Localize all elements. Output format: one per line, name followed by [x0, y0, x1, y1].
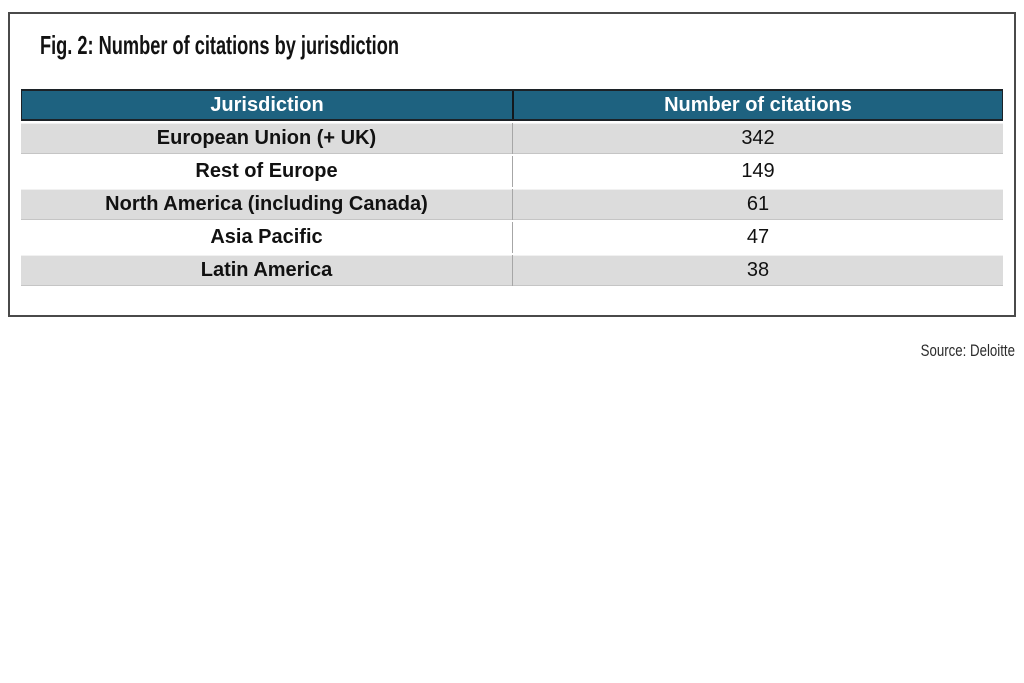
- table-row: Latin America 38: [21, 255, 1003, 286]
- cell-citations: 47: [512, 222, 1003, 253]
- cell-jurisdiction: Rest of Europe: [195, 160, 338, 182]
- header-cell-citations: Number of citations: [512, 91, 1002, 119]
- header-cell-jurisdiction: Jurisdiction: [210, 93, 324, 116]
- cell-jurisdiction: European Union (+ UK): [156, 127, 377, 149]
- table-row: Rest of Europe 149: [21, 156, 1003, 187]
- table-row: European Union (+ UK) 342: [21, 123, 1003, 154]
- source-note: Source: Deloitte: [920, 341, 1015, 360]
- cell-jurisdiction: Latin America: [200, 259, 333, 281]
- cell-jurisdiction: North America (including Canada): [105, 193, 428, 215]
- cell-citations: 38: [512, 255, 1003, 286]
- cell-citations: 342: [512, 123, 1003, 154]
- table-row: Asia Pacific 47: [21, 222, 1003, 253]
- table-row: North America (including Canada) 61: [21, 189, 1003, 220]
- cell-citations: 149: [512, 156, 1003, 187]
- citations-table: Jurisdiction Number of citations Europea…: [21, 89, 1003, 286]
- figure-title: Fig. 2: Number of citations by jurisdict…: [40, 30, 399, 60]
- cell-jurisdiction: Asia Pacific: [210, 226, 323, 248]
- cell-citations: 61: [512, 189, 1003, 220]
- table-header-row: Jurisdiction Number of citations: [21, 89, 1003, 121]
- figure-box: Fig. 2: Number of citations by jurisdict…: [8, 12, 1016, 317]
